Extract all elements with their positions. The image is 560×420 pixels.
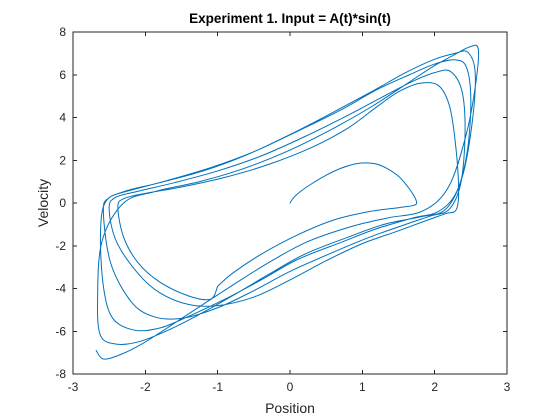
y-tick-label: -2 <box>55 239 66 253</box>
x-tick-label: -3 <box>68 380 79 394</box>
y-axis-label: Velocity <box>35 179 51 227</box>
x-tick-label: 3 <box>504 380 511 394</box>
chart-title: Experiment 1. Input = A(t)*sin(t) <box>189 11 391 26</box>
y-tick-label: -4 <box>55 282 66 296</box>
x-tick-label: -1 <box>212 380 223 394</box>
y-tick-label: 8 <box>59 25 66 39</box>
y-tick-label: 6 <box>59 68 66 82</box>
x-tick-label: 2 <box>431 380 438 394</box>
y-tick-label: -6 <box>55 324 66 338</box>
y-tick-label: -8 <box>55 367 66 381</box>
x-tick-label: -2 <box>140 380 151 394</box>
y-tick-label: 0 <box>59 196 66 210</box>
trajectory-line <box>218 163 417 287</box>
x-tick-label: 1 <box>359 380 366 394</box>
trajectory-line <box>96 45 478 359</box>
y-tick-label: 4 <box>59 111 66 125</box>
x-tick-label: 0 <box>287 380 294 394</box>
y-tick-label: 2 <box>59 153 66 167</box>
x-axis-label: Position <box>265 400 315 416</box>
plot-area <box>96 45 478 359</box>
